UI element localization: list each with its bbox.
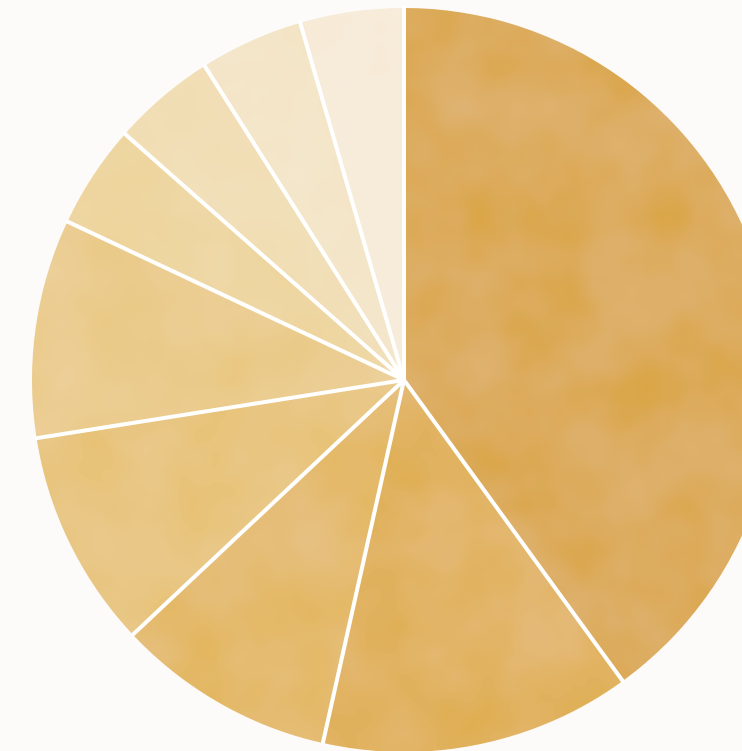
slice-separator-8 — [202, 63, 406, 382]
slice-separator-2 — [402, 378, 625, 683]
slice-separator-3 — [320, 378, 406, 746]
pie-slice-3 — [132, 380, 404, 744]
slice-separator-4 — [130, 378, 406, 637]
pie-slice-4 — [36, 380, 404, 635]
slice-separator-5 — [34, 378, 406, 441]
slice-separator-9 — [298, 20, 406, 382]
slice-separator-6 — [65, 219, 406, 382]
pie-slice-1 — [404, 8, 742, 681]
pie-slice-5 — [31, 221, 405, 439]
pie-slice-7 — [124, 65, 405, 380]
slice-separators — [34, 6, 625, 746]
pie-slice-6 — [67, 133, 405, 380]
pie-slice-2 — [322, 380, 623, 751]
pie-slices — [31, 8, 742, 751]
pie-slice-8 — [204, 22, 404, 381]
slice-separator-7 — [122, 131, 406, 382]
